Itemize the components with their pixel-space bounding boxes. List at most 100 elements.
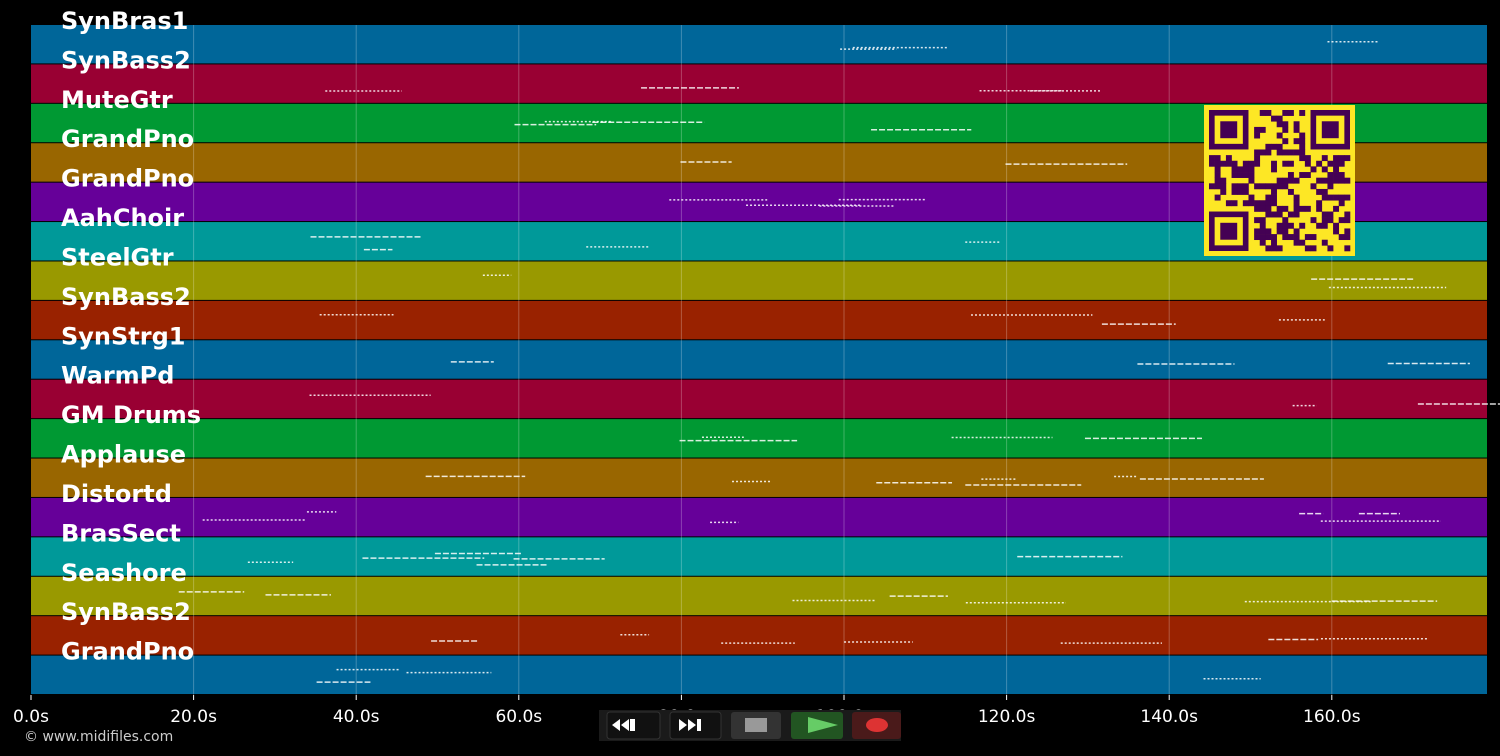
qr-cell: [1276, 177, 1283, 184]
qr-cell: [1282, 205, 1289, 212]
rewind-button[interactable]: [606, 711, 661, 740]
qr-cell: [1287, 110, 1294, 116]
qr-finder: [1220, 222, 1238, 240]
qr-cell: [1271, 160, 1277, 167]
qr-cell: [1321, 188, 1328, 195]
qr-cell: [1287, 222, 1294, 229]
qr-cell: [1333, 160, 1340, 167]
qr-cell: [1338, 200, 1345, 207]
qr-cell: [1271, 245, 1277, 252]
qr-code: [1204, 105, 1355, 256]
footer: © www.midifiles.com: [24, 729, 173, 745]
qr-cell: [1231, 166, 1238, 173]
qr-cell: [1299, 132, 1306, 139]
qr-cell: [1344, 245, 1351, 252]
qr-cell: [1299, 110, 1306, 116]
qr-cell: [1271, 115, 1277, 122]
qr-cell: [1327, 183, 1334, 190]
qr-cell: [1299, 149, 1306, 156]
qr-cell: [1248, 160, 1255, 167]
qr-cell: [1209, 155, 1215, 162]
qr-cell: [1259, 183, 1266, 190]
qr-cell: [1321, 239, 1328, 246]
qr-cell: [1265, 211, 1272, 218]
qr-cell: [1254, 155, 1261, 162]
qr-cell: [1321, 194, 1328, 201]
tick-label: 160.0s: [1303, 707, 1361, 727]
track-row: [31, 576, 1487, 616]
qr-cell: [1304, 172, 1311, 178]
qr-cell: [1265, 234, 1272, 241]
qr-cell: [1259, 126, 1266, 133]
qr-cell: [1344, 211, 1351, 218]
qr-cell: [1254, 228, 1261, 235]
qr-finder: [1220, 121, 1238, 139]
qr-cell: [1299, 222, 1306, 229]
qr-cell: [1287, 211, 1294, 218]
qr-cell: [1333, 166, 1340, 173]
qr-cell: [1293, 228, 1300, 235]
qr-cell: [1265, 183, 1272, 190]
qr-cell: [1214, 166, 1221, 173]
tick-label: 0.0s: [13, 707, 49, 727]
qr-cell: [1271, 194, 1277, 201]
qr-cell: [1254, 132, 1261, 139]
qr-cell: [1276, 149, 1283, 156]
track-row: [31, 261, 1487, 300]
qr-cell: [1265, 143, 1272, 150]
track-name: Distortd: [61, 480, 172, 508]
qr-finder: [1321, 121, 1339, 139]
qr-cell: [1271, 234, 1277, 241]
qr-cell: [1254, 234, 1261, 241]
track-row: [31, 458, 1487, 497]
qr-cell: [1248, 194, 1255, 201]
qr-cell: [1259, 239, 1266, 246]
track-row: [31, 64, 1487, 103]
track-row: [31, 655, 1487, 694]
qr-cell: [1271, 166, 1277, 173]
qr-cell: [1214, 194, 1221, 201]
qr-cell: [1287, 234, 1294, 241]
qr-cell: [1333, 194, 1340, 201]
qr-cell: [1242, 183, 1249, 190]
qr-cell: [1220, 177, 1227, 184]
qr-cell: [1276, 211, 1283, 218]
qr-cell: [1333, 205, 1340, 212]
qr-cell: [1282, 234, 1289, 241]
qr-cell: [1265, 205, 1272, 212]
qr-cell: [1293, 121, 1300, 128]
stop-button[interactable]: [731, 712, 781, 739]
qr-cell: [1316, 177, 1323, 184]
qr-cell: [1254, 217, 1261, 224]
qr-cell: [1237, 172, 1244, 178]
qr-cell: [1299, 172, 1306, 178]
qr-cell: [1254, 200, 1261, 207]
controls: [599, 710, 901, 741]
qr-cell: [1276, 228, 1283, 235]
qr-cell: [1276, 132, 1283, 139]
qr-cell: [1237, 188, 1244, 195]
fast-forward-button[interactable]: [669, 711, 722, 740]
qr-cell: [1242, 200, 1249, 207]
qr-cell: [1316, 205, 1323, 212]
qr-cell: [1231, 188, 1238, 195]
track-name: Seashore: [61, 559, 187, 587]
qr-cell: [1327, 160, 1334, 167]
qr-cell: [1344, 194, 1351, 201]
track-name: SynBras1: [61, 7, 188, 35]
qr-cell: [1271, 183, 1277, 190]
qr-cell: [1282, 160, 1289, 167]
qr-cell: [1316, 200, 1323, 207]
record-button[interactable]: [852, 712, 901, 739]
qr-cell: [1293, 205, 1300, 212]
qr-cell: [1287, 172, 1294, 178]
qr-cell: [1242, 166, 1249, 173]
qr-cell: [1242, 188, 1249, 195]
qr-cell: [1293, 126, 1300, 133]
qr-cell: [1248, 172, 1255, 178]
qr-cell: [1271, 188, 1277, 195]
track-name: GrandPno: [61, 638, 194, 666]
play-button[interactable]: [791, 712, 843, 739]
qr-cell: [1327, 217, 1334, 224]
qr-cell: [1214, 155, 1221, 162]
